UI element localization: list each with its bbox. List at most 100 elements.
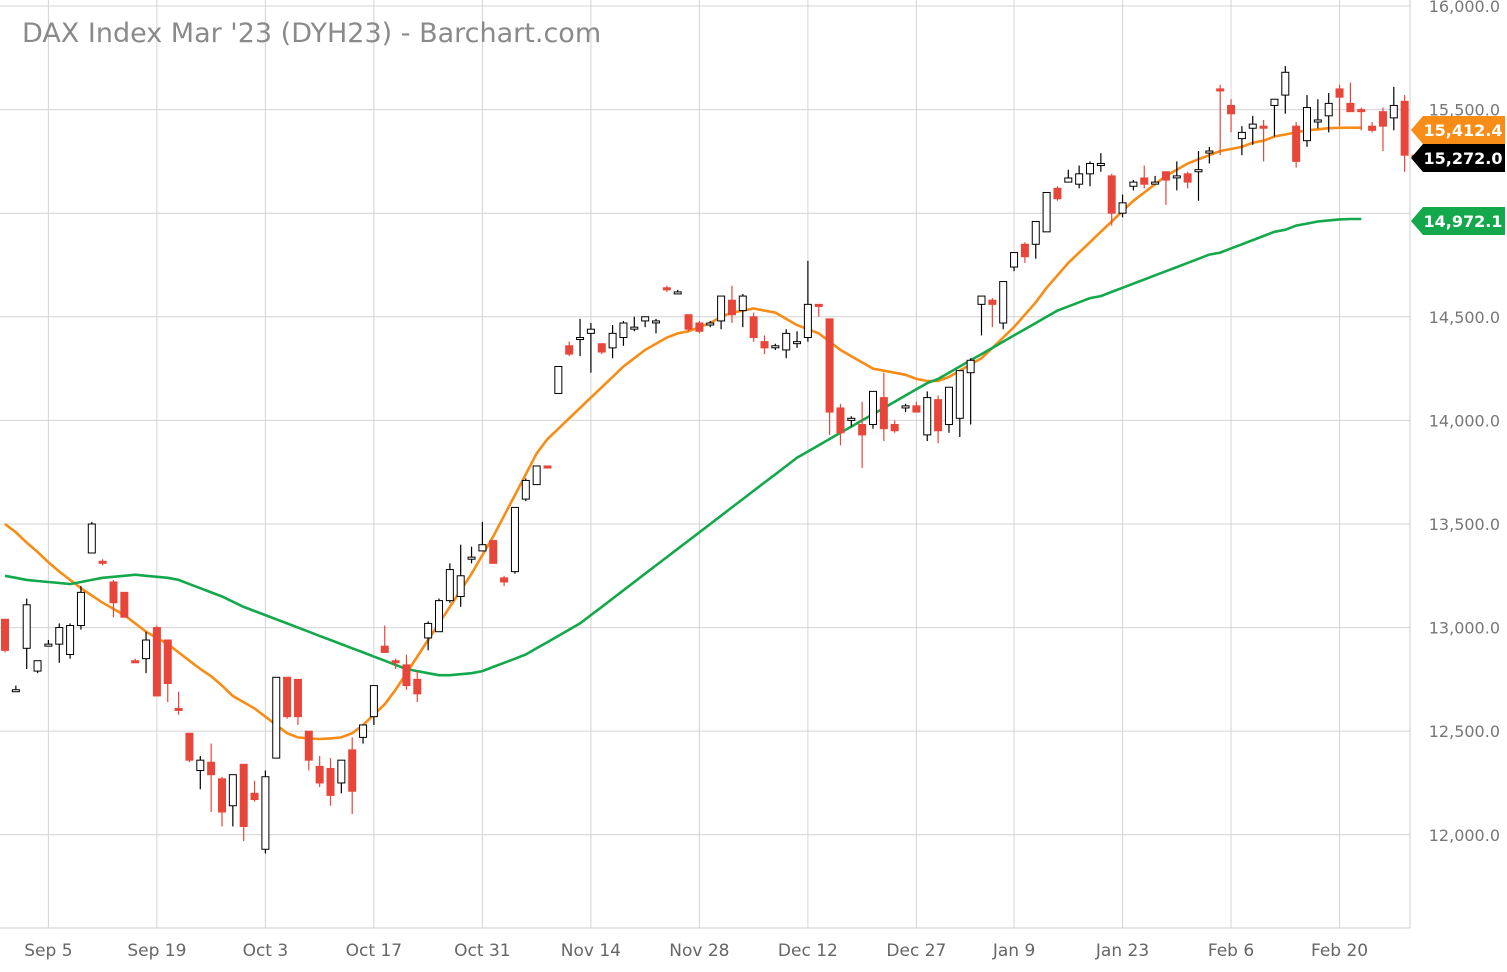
candle-body [109,581,118,604]
candle-body [1010,252,1019,268]
orange-moving-average-line [4,126,1362,741]
candle-body [825,318,834,413]
candle-body [218,778,226,813]
y-tick-label: 12,000.0 [1429,826,1500,845]
candle-body [391,660,400,664]
candle-body [261,776,270,850]
x-tick-label: Dec 12 [778,941,838,961]
candle-body [380,645,389,653]
price-label-text: 15,272.0 [1424,149,1503,168]
candle-body [869,390,877,426]
candle-body [424,622,433,639]
candle-body [315,765,324,784]
price-label-background [1411,116,1505,144]
x-tick-label: Feb 6 [1208,941,1254,961]
candle-body [934,399,943,432]
candle-body [1064,177,1073,183]
candle-body [131,660,140,664]
candle-body [1205,150,1214,154]
candle-body [1357,109,1366,113]
candle-body [1151,181,1160,185]
candle-body [901,405,910,409]
candle-body [413,678,422,695]
candle-body [22,604,31,649]
candle-body [912,405,921,413]
candle-body [793,341,802,345]
candle-body [174,707,183,711]
y-tick-label: 13,500.0 [1429,515,1500,534]
y-tick-label: 14,500.0 [1429,308,1500,327]
candle-body [478,544,487,552]
candle-body [326,767,335,796]
candle-body [467,556,476,560]
x-tick-label: Oct 3 [243,941,289,961]
candle-body [239,763,248,827]
candle-body [1194,169,1203,173]
candle-body [1075,173,1084,185]
candle-body [1237,131,1246,140]
candle-body [1031,220,1040,245]
candle-body [858,424,867,436]
candle-body [293,678,302,718]
candle-body [1183,173,1192,183]
x-tick-label: Jan 9 [992,941,1035,961]
candle-body [1129,181,1138,187]
candle-body [977,295,986,305]
price-label-1: 15,412.4 [1411,116,1505,144]
candle-body [836,407,845,434]
candle-body [55,627,64,645]
candle-body [11,689,20,693]
candle-body [402,664,411,687]
candle-body [1292,125,1301,162]
candle-body [521,479,530,500]
price-label-background [1411,207,1505,235]
candle-body [359,724,368,738]
candle-body [662,287,671,291]
candle-body [695,322,704,332]
candle-body [619,322,628,339]
candle-body [348,749,357,792]
candle-body [706,322,715,326]
candle-body [1053,187,1062,200]
candle-body [879,397,888,430]
candle-body [782,332,791,351]
y-tick-label: 15,500.0 [1429,101,1500,120]
candle-body [435,600,443,633]
candle-body [738,295,747,312]
candle-body [727,299,736,316]
price-label-text: 15,412.4 [1424,121,1503,140]
x-tick-label: Oct 17 [346,941,402,961]
candle-body [250,792,259,801]
candle-body [76,591,85,627]
candle-body [1259,125,1268,129]
candle-body [152,627,161,697]
candle-body [500,577,509,583]
candle-body [1400,100,1409,156]
candle-body [554,366,563,394]
candle-body [955,370,964,419]
candle-body [1086,162,1094,175]
price-label-background [1411,144,1505,172]
candle-body [586,328,595,334]
candle-body [1335,88,1344,98]
candle-body [489,540,498,564]
candle-body [1172,175,1181,179]
candle-body [1096,162,1105,167]
candle-body [1378,111,1387,127]
candle-body [196,759,205,772]
candle-body [1324,102,1333,117]
candle-body [988,299,997,305]
candle-body [1020,243,1029,258]
candle-body [1042,191,1051,233]
candle-body [228,774,237,807]
candle-body [543,465,552,469]
candle-body [1303,107,1311,142]
candle-body [597,343,606,353]
candle-body [652,320,660,324]
candle-body [1216,88,1225,92]
candle-body [283,676,292,718]
candle-body [185,732,194,761]
price-label-text: 14,972.1 [1424,212,1503,231]
candle-body [966,359,975,374]
